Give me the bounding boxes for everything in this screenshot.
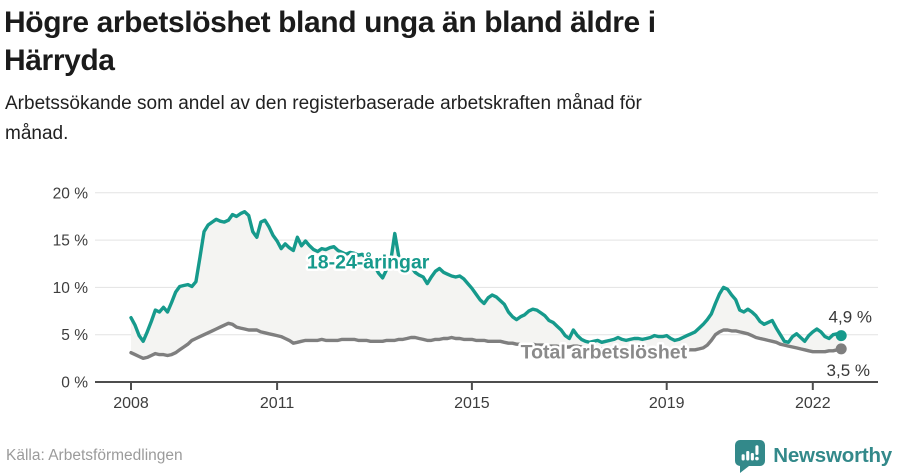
y-tick-label: 0 % [61, 375, 88, 392]
series-line-young [129, 210, 843, 345]
chart-subtitle: Arbetssökande som andel av den registerb… [5, 89, 896, 149]
x-tick-label: 2022 [795, 395, 831, 412]
page-title-line2: Härryda [4, 44, 115, 77]
end-value-label-total: 3,5 % [827, 361, 870, 380]
y-tick-label: 5 % [61, 327, 88, 344]
x-tick-label: 2019 [649, 395, 685, 412]
newsworthy-icon [735, 439, 766, 473]
footer: Källa: Arbetsförmedlingen Newsworthy [0, 438, 900, 474]
line-chart: 0 % 5 % 10 % 15 % 20 % 2008 2011 2015 2019 2022 18… [0, 170, 900, 420]
end-dot-total [835, 343, 847, 355]
source-note: Källa: Arbetsförmedlingen [6, 447, 183, 464]
series-label-total: Total arbetslöshet [521, 341, 688, 363]
chart-subtitle-line2: månad. [5, 123, 69, 144]
series-line-total [129, 321, 843, 361]
end-dot-young [835, 330, 847, 342]
series-label-young: 18-24-åringar [307, 250, 430, 273]
end-value-label-young: 4,9 % [829, 308, 872, 327]
chart-subtitle-line1: Arbetssökande som andel av den registerb… [5, 93, 642, 114]
page-title-line1: Högre arbetslöshet bland unga än bland ä… [4, 6, 656, 39]
x-tick-label: 2011 [260, 395, 295, 412]
x-tick-label: 2008 [113, 395, 149, 412]
y-tick-label: 20 % [53, 185, 89, 202]
area-between-series [131, 211, 842, 359]
newsworthy-wordmark: Newsworthy [773, 444, 892, 467]
chart-canvas: 0 % 5 % 10 % 15 % 20 % 2008 2011 2015 2019 2022 18… [53, 185, 878, 412]
x-tick-label: 2015 [454, 395, 490, 412]
y-tick-label: 10 % [53, 280, 89, 297]
header: Högre arbetslöshet bland unga än bland ä… [4, 4, 896, 149]
newsworthy-logo[interactable]: Newsworthy [735, 439, 892, 473]
y-tick-label: 15 % [53, 233, 89, 250]
page-title: Högre arbetslöshet bland unga än bland ä… [4, 4, 896, 80]
